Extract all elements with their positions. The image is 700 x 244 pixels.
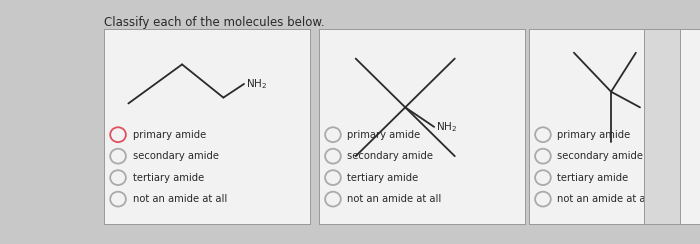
- Text: not an amide at all: not an amide at all: [132, 194, 227, 204]
- Text: tertiary amide: tertiary amide: [557, 173, 629, 183]
- Text: primary amide: primary amide: [132, 130, 206, 140]
- Text: NH$_2$: NH$_2$: [436, 120, 457, 134]
- Text: primary amide: primary amide: [347, 130, 421, 140]
- Text: tertiary amide: tertiary amide: [132, 173, 204, 183]
- Text: tertiary amide: tertiary amide: [347, 173, 419, 183]
- Text: not an amide at all: not an amide at all: [557, 194, 652, 204]
- Text: secondary amide: secondary amide: [347, 151, 433, 161]
- Text: secondary amide: secondary amide: [557, 151, 643, 161]
- Text: NH$_2$: NH$_2$: [246, 77, 267, 91]
- Text: not an amide at all: not an amide at all: [347, 194, 442, 204]
- Text: secondary amide: secondary amide: [132, 151, 218, 161]
- Text: Classify each of the molecules below.: Classify each of the molecules below.: [104, 16, 324, 29]
- Text: primary amide: primary amide: [557, 130, 631, 140]
- Text: NH$_2$: NH$_2$: [642, 101, 663, 114]
